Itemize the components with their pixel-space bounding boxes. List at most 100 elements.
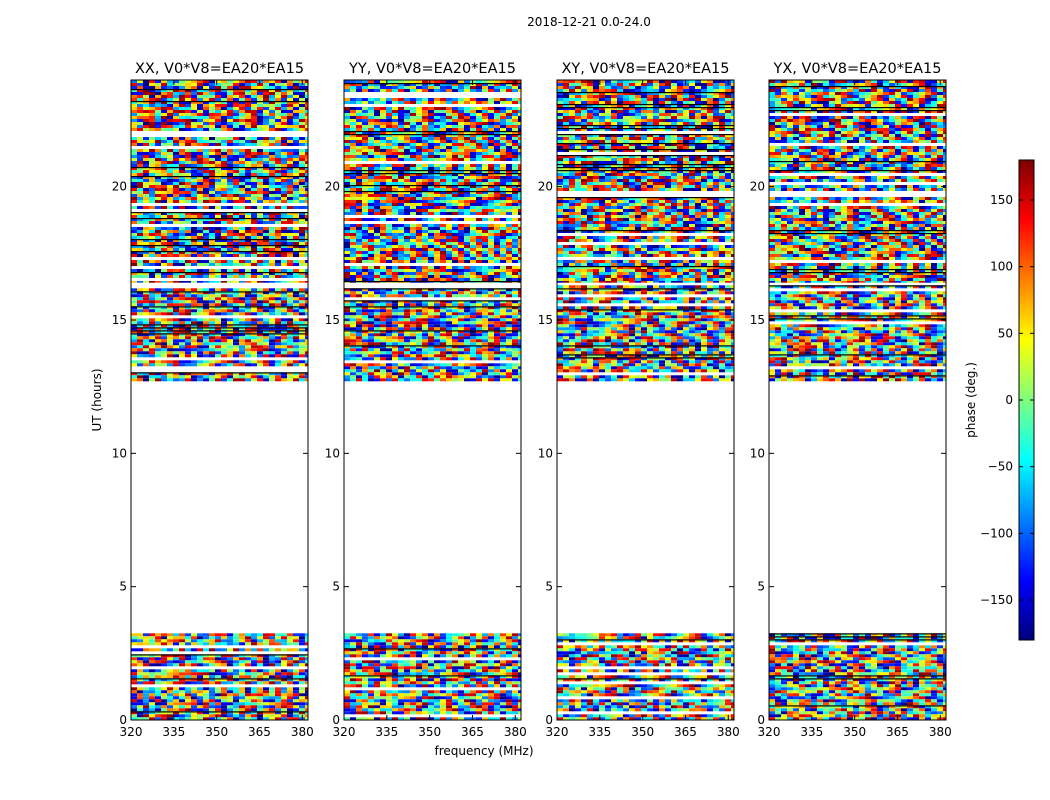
heatmap-cell bbox=[197, 188, 203, 191]
heatmap-cell bbox=[458, 333, 464, 337]
heatmap-cell bbox=[191, 291, 197, 295]
heatmap-cell bbox=[173, 197, 179, 200]
heatmap-cell bbox=[281, 107, 287, 110]
heatmap-cell bbox=[245, 288, 251, 292]
heatmap-cell bbox=[494, 327, 500, 331]
heatmap-cell bbox=[422, 288, 428, 292]
heatmap-cell bbox=[149, 297, 155, 301]
heatmap-cell bbox=[482, 654, 488, 658]
heatmap-cell bbox=[143, 272, 149, 275]
heatmap-cell bbox=[476, 306, 482, 310]
heatmap-cell bbox=[179, 342, 185, 346]
heatmap-cell bbox=[155, 375, 161, 379]
heatmap-cell bbox=[167, 143, 173, 146]
heatmap-cell bbox=[422, 633, 428, 637]
heatmap-cell bbox=[227, 336, 233, 340]
heatmap-cell bbox=[275, 140, 281, 143]
heatmap-cell bbox=[305, 348, 308, 352]
heatmap-cell bbox=[251, 690, 257, 694]
heatmap-cell bbox=[494, 693, 500, 697]
heatmap-cell bbox=[185, 248, 191, 251]
heatmap-cell bbox=[251, 227, 257, 230]
heatmap-cell bbox=[143, 648, 149, 652]
heatmap-cell bbox=[452, 678, 458, 682]
heatmap-cell bbox=[239, 221, 245, 224]
heatmap-cell bbox=[482, 330, 488, 334]
heatmap-cell bbox=[398, 642, 404, 646]
heatmap-cell bbox=[512, 300, 518, 304]
heatmap-cell bbox=[410, 354, 416, 358]
heatmap-cell bbox=[215, 291, 221, 295]
heatmap-cell bbox=[227, 678, 233, 682]
heatmap-cell bbox=[215, 696, 221, 700]
heatmap-cell bbox=[305, 242, 308, 245]
heatmap-cell bbox=[227, 251, 233, 254]
heatmap-cell bbox=[374, 642, 380, 646]
heatmap-cell bbox=[356, 660, 362, 664]
heatmap-cell bbox=[398, 675, 404, 679]
heatmap-cell bbox=[239, 242, 245, 245]
heatmap-cell bbox=[422, 333, 428, 337]
heatmap-cell bbox=[239, 182, 245, 185]
heatmap-cell bbox=[293, 200, 299, 203]
heatmap-cell bbox=[257, 702, 263, 706]
heatmap-cell bbox=[287, 101, 293, 104]
heatmap-cell bbox=[386, 660, 392, 664]
heatmap-cell bbox=[203, 176, 209, 179]
heatmap-cell bbox=[392, 678, 398, 682]
heatmap-cell bbox=[197, 95, 203, 98]
heatmap-cell bbox=[269, 690, 275, 694]
heatmap-cell bbox=[167, 242, 173, 245]
heatmap-cell bbox=[281, 378, 287, 382]
heatmap-cell bbox=[149, 248, 155, 251]
heatmap-cell bbox=[356, 336, 362, 340]
heatmap-cell bbox=[368, 333, 374, 337]
heatmap-cell bbox=[131, 272, 137, 275]
heatmap-cell bbox=[410, 327, 416, 331]
heatmap-cell bbox=[440, 348, 446, 352]
heatmap-cell bbox=[209, 233, 215, 236]
heatmap-cell bbox=[506, 366, 512, 370]
heatmap-cell bbox=[386, 309, 392, 313]
figure-suptitle: 2018-12-21 0.0-24.0 bbox=[527, 15, 651, 29]
heatmap-cell bbox=[287, 312, 293, 316]
heatmap-cell bbox=[305, 363, 308, 367]
heatmap-cell bbox=[215, 375, 221, 379]
heatmap-cell bbox=[215, 705, 221, 709]
heatmap-cell bbox=[293, 321, 299, 325]
heatmap-cell bbox=[209, 636, 215, 640]
heatmap-cell bbox=[185, 218, 191, 221]
heatmap-cell bbox=[131, 89, 137, 92]
heatmap-cell bbox=[239, 309, 245, 313]
heatmap-cell bbox=[518, 354, 521, 358]
heatmap-cell bbox=[191, 221, 197, 224]
heatmap-cell bbox=[368, 321, 374, 325]
heatmap-cell bbox=[203, 297, 209, 301]
heatmap-cell bbox=[209, 297, 215, 301]
heatmap-cell bbox=[362, 375, 368, 379]
heatmap-cell bbox=[203, 693, 209, 697]
heatmap-cell bbox=[287, 188, 293, 191]
heatmap-cell bbox=[287, 342, 293, 346]
heatmap-cell bbox=[251, 288, 257, 292]
heatmap-cell bbox=[149, 642, 155, 646]
heatmap-cell bbox=[350, 669, 356, 673]
heatmap-cell bbox=[398, 699, 404, 703]
heatmap-cell bbox=[161, 660, 167, 664]
heatmap-cell bbox=[299, 164, 305, 167]
heatmap-cell bbox=[239, 294, 245, 298]
heatmap-cell bbox=[209, 378, 215, 382]
heatmap-cell bbox=[161, 80, 167, 83]
heatmap-cell bbox=[269, 330, 275, 334]
heatmap-cell bbox=[251, 375, 257, 379]
heatmap-cell bbox=[155, 254, 161, 257]
heatmap-cell bbox=[281, 197, 287, 200]
heatmap-cell bbox=[362, 351, 368, 355]
heatmap-cell bbox=[143, 351, 149, 355]
heatmap-cell bbox=[299, 119, 305, 122]
heatmap-cell bbox=[500, 306, 506, 310]
heatmap-cell bbox=[221, 263, 227, 266]
heatmap-cell bbox=[500, 315, 506, 319]
heatmap-cell bbox=[434, 306, 440, 310]
heatmap-cell bbox=[458, 294, 464, 298]
